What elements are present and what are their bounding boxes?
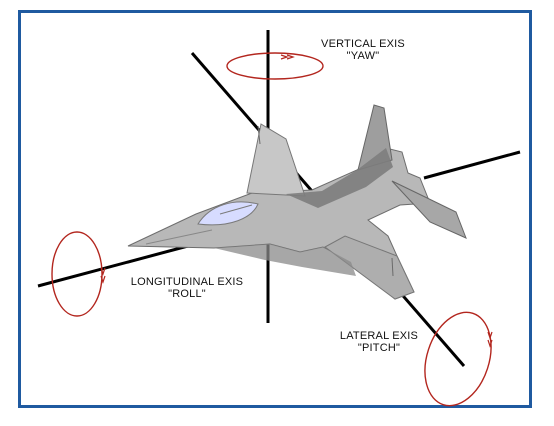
pitch-axis-label: LATERAL EXIS "PITCH": [334, 330, 424, 354]
pitch-rotation-ring: [424, 311, 493, 407]
pitch-axis-subtitle: "PITCH": [357, 342, 401, 354]
roll-rotation-ring: [51, 231, 106, 317]
yaw-rotation-ring: [226, 52, 324, 80]
fighter-jet-illustration: [127, 104, 467, 300]
yaw-axis-label: VERTICAL EXIS "YAW": [318, 38, 408, 62]
yaw-axis-subtitle: "YAW": [346, 50, 380, 62]
yaw-axis-title: VERTICAL EXIS: [321, 38, 405, 50]
pitch-axis-title: LATERAL EXIS: [339, 330, 419, 342]
longitudinal-axis-line: [37, 244, 189, 288]
roll-axis-title: LONGITUDINAL EXIS: [130, 276, 244, 288]
roll-axis-subtitle: "ROLL": [168, 288, 206, 300]
roll-axis-label: LONGITUDINAL EXIS "ROLL": [112, 276, 262, 300]
lateral-axis-line-right: [423, 150, 521, 180]
